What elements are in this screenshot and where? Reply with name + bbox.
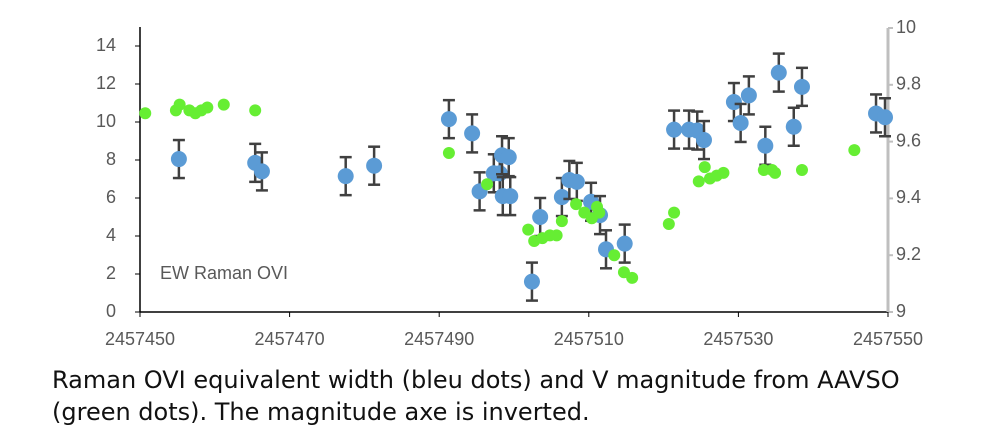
annotation: EW Raman OVI: [160, 263, 288, 283]
y2-tick-label: 9.2: [896, 244, 921, 264]
x-tick-label: 2457470: [255, 329, 325, 349]
point: [481, 178, 494, 191]
caption-line: Raman OVI equivalent width (bleu dots) a…: [52, 366, 900, 394]
caption: Raman OVI equivalent width (bleu dots) a…: [52, 364, 972, 428]
point: [170, 151, 187, 168]
point: [795, 164, 808, 176]
point: [757, 137, 774, 154]
point: [626, 271, 639, 284]
x-tick-label: 2457490: [404, 329, 474, 349]
point: [500, 149, 517, 166]
point: [568, 173, 585, 190]
point: [740, 87, 757, 104]
point: [725, 94, 742, 111]
y2-tick-label: 9.8: [896, 74, 921, 94]
point: [553, 189, 570, 206]
y2-tick-label: 9: [896, 301, 906, 321]
point: [666, 121, 683, 138]
point: [698, 161, 711, 174]
x-tick-label: 2457530: [703, 329, 773, 349]
point: [173, 98, 186, 111]
point: [366, 157, 383, 174]
point: [593, 206, 606, 219]
y-tick-label: 4: [106, 225, 116, 245]
y-tick-label: 8: [106, 149, 116, 169]
point: [608, 249, 621, 262]
point: [201, 101, 214, 114]
point: [464, 125, 481, 142]
chart: EW Raman OVI 0 2 4 6 8 10 12 14 9 9.2 9.4 9.6 9.8 10 2…: [96, 17, 923, 349]
point: [785, 118, 802, 135]
y2-tick-label: 9.4: [896, 187, 921, 207]
point: [502, 188, 519, 205]
caption-line: (green dots). The magnitude axe is inver…: [52, 398, 590, 426]
point: [440, 111, 457, 128]
x-tick-label: 2457450: [105, 329, 175, 349]
point: [570, 198, 583, 211]
y-tick-label: 10: [96, 111, 116, 131]
point: [848, 144, 861, 157]
point: [877, 109, 894, 126]
point: [337, 168, 354, 185]
point: [732, 114, 749, 131]
point: [442, 146, 455, 159]
y-tick-label: 0: [106, 301, 116, 321]
y-tick-label: 14: [96, 35, 116, 55]
point: [695, 132, 712, 149]
point: [769, 166, 782, 179]
point: [668, 206, 681, 219]
point: [139, 107, 152, 120]
point: [523, 273, 540, 290]
point: [757, 164, 770, 176]
y-tick-label: 6: [106, 187, 116, 207]
y2-tick-label: 9.6: [896, 130, 921, 150]
point: [692, 175, 705, 188]
point: [249, 104, 262, 117]
x-tick-label: 2457510: [554, 329, 624, 349]
point: [253, 163, 270, 180]
y-tick-label: 12: [96, 73, 116, 93]
y-tick-label: 2: [106, 263, 116, 283]
point: [793, 78, 810, 95]
point: [662, 217, 675, 230]
point: [217, 98, 230, 111]
point: [717, 166, 730, 179]
point: [616, 235, 633, 252]
point: [555, 215, 568, 228]
point: [550, 229, 563, 242]
point: [522, 223, 535, 236]
point: [532, 209, 549, 225]
y2-tick-label: 10: [896, 17, 916, 37]
point: [770, 64, 787, 81]
x-tick-label: 2457550: [853, 329, 923, 349]
